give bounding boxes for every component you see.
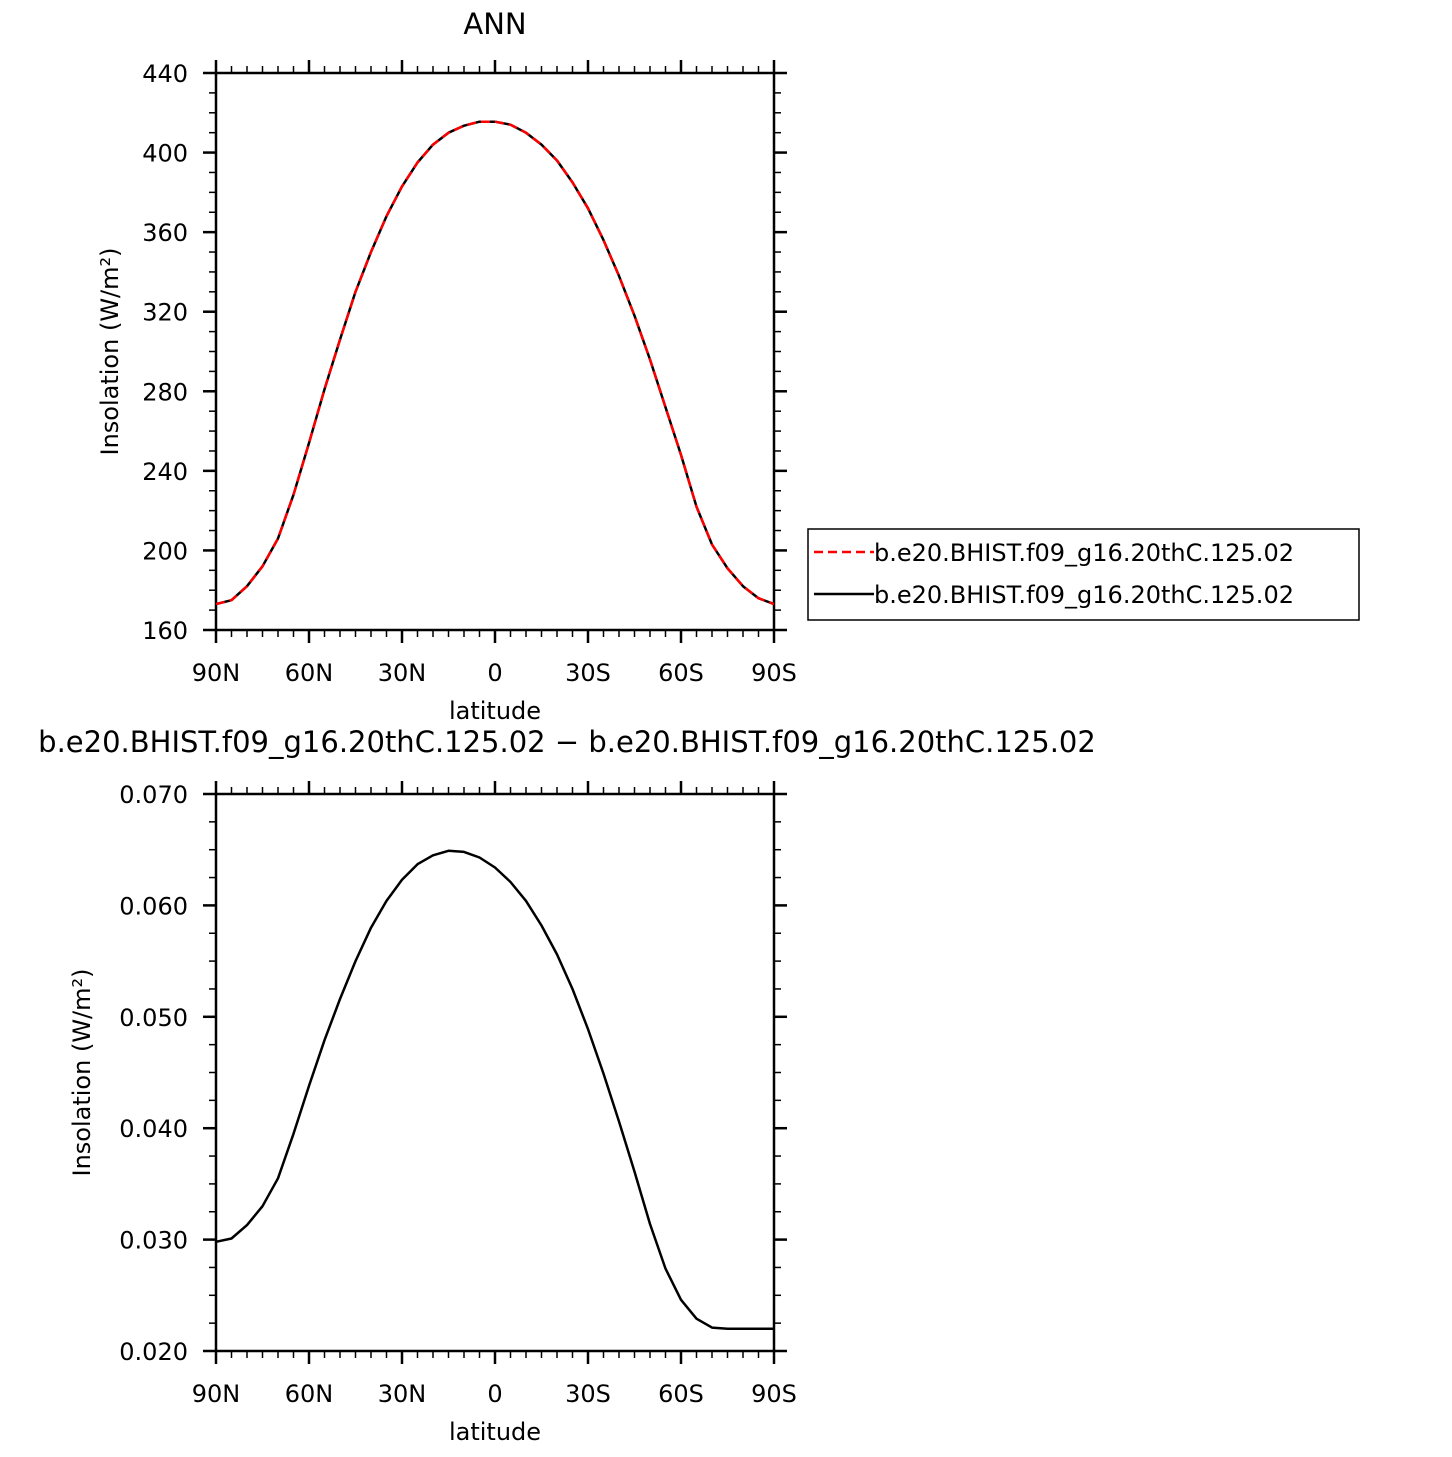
x-axis-label: latitude xyxy=(449,1418,541,1446)
plot-frame xyxy=(214,71,776,632)
legend-label: b.e20.BHIST.f09_g16.20thC.125.02 xyxy=(874,539,1294,567)
y-tick-label: 320 xyxy=(142,299,188,327)
x-tick-label: 60N xyxy=(285,659,334,687)
series-line-1 xyxy=(215,120,775,606)
y-tick-label: 200 xyxy=(142,537,188,565)
x-tick-label: 30S xyxy=(565,659,611,687)
series-line-0 xyxy=(215,849,774,1330)
y-tick-label: 0.030 xyxy=(119,1227,188,1255)
x-tick-label: 0 xyxy=(487,1380,502,1408)
y-tick-label: 0.060 xyxy=(119,892,188,920)
bottom-panel-chart: b.e20.BHIST.f09_g16.20thC.125.02 − b.e20… xyxy=(38,725,1096,1446)
legend-label: b.e20.BHIST.f09_g16.20thC.125.02 xyxy=(874,581,1294,609)
y-axis-label: Insolation (W/m²) xyxy=(68,969,96,1177)
x-tick-label: 30N xyxy=(378,659,427,687)
y-tick-label: 0.050 xyxy=(119,1004,188,1032)
y-tick-label: 400 xyxy=(142,140,188,168)
x-tick-label: 60S xyxy=(658,1380,704,1408)
x-tick-label: 60N xyxy=(285,1380,334,1408)
x-axis-label: latitude xyxy=(449,697,541,725)
chart-title: b.e20.BHIST.f09_g16.20thC.125.02 − b.e20… xyxy=(38,725,1096,759)
y-tick-label: 360 xyxy=(142,219,188,247)
y-tick-label: 0.020 xyxy=(119,1338,188,1366)
x-tick-label: 60S xyxy=(658,659,704,687)
x-tick-label: 30N xyxy=(378,1380,427,1408)
x-tick-label: 30S xyxy=(565,1380,611,1408)
y-tick-label: 240 xyxy=(142,458,188,486)
y-tick-label: 0.070 xyxy=(119,781,188,809)
y-tick-label: 280 xyxy=(142,378,188,406)
y-tick-label: 160 xyxy=(142,617,188,645)
x-tick-label: 90N xyxy=(192,659,241,687)
legend-box xyxy=(807,528,1360,621)
chart-title: ANN xyxy=(463,7,526,41)
y-tick-label: 0.040 xyxy=(119,1115,188,1143)
x-tick-label: 0 xyxy=(487,659,502,687)
x-tick-label: 90S xyxy=(751,1380,797,1408)
top-panel-chart: ANN 160 200 240 280 320 360 400 440 90N 60N 30N 0 30S… xyxy=(96,7,1360,725)
series-line-0 xyxy=(215,120,775,606)
plot-frame xyxy=(214,792,776,1353)
y-tick-label: 440 xyxy=(142,60,188,88)
y-axis-label: Insolation (W/m²) xyxy=(96,248,124,456)
x-tick-label: 90N xyxy=(192,1380,241,1408)
x-tick-label: 90S xyxy=(751,659,797,687)
